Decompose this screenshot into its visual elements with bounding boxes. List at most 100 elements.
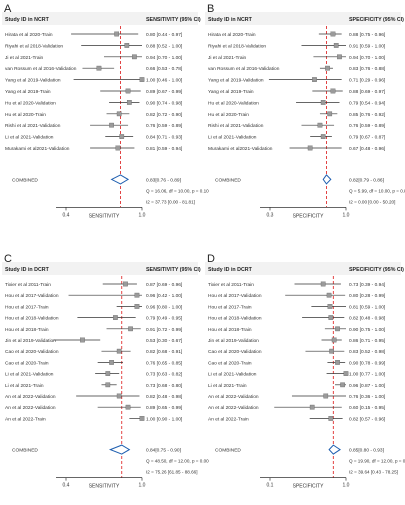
ci-value: 0.90 [0.78 - 0.99] (349, 360, 385, 366)
ci-value: 0.82 [0.72 - 0.90] (146, 112, 182, 118)
study-row: Tixier et al 2011-Train 0.87 [0.69 - 0.96… (5, 281, 182, 288)
x-axis-title: SPECIFICITY (293, 484, 325, 490)
point-estimate-square (126, 100, 132, 105)
point-estimate-square (114, 31, 120, 37)
combined-label: COMBINED (215, 448, 241, 454)
study-label: Riyahi et al 2018-Validation (5, 43, 63, 49)
point-estimate-square (116, 348, 122, 354)
ci-value: 0.94 [0.70 - 1.00] (146, 55, 182, 61)
point-estimate-square (325, 65, 330, 71)
study-label: Hou et al 2017-Train (5, 304, 49, 310)
ci-value: 0.91 [0.59 - 1.00] (349, 43, 385, 49)
point-estimate-square (132, 54, 137, 60)
point-estimate-square (116, 393, 122, 399)
ci-value: 0.67 [0.48 - 0.96] (349, 146, 385, 152)
metric-column-header: SENSITIVITY (95% CI) (146, 267, 201, 273)
study-label: Cao et al 2020-Validation (208, 349, 262, 355)
x-axis-title: SPECIFICITY (293, 213, 325, 219)
point-estimate-square (337, 54, 342, 60)
study-label: Hou et al 2017-Validation (208, 293, 262, 299)
point-estimate-square (116, 111, 122, 117)
study-label: Jin et al 2019-Validation (5, 338, 56, 344)
panel-letter: B (207, 3, 214, 15)
study-row: Li et al 2021-Validation 1.00 [0.77 - 1.0… (208, 371, 385, 378)
ci-value: 0.90 [0.74 - 0.98] (146, 100, 182, 106)
metric-column-header: SPECIFICITY (95% CI) (349, 17, 404, 23)
point-estimate-square (119, 134, 125, 139)
ci-value: 0.88 [0.75 - 0.96] (349, 32, 385, 38)
ci-value: 0.91 [0.72 - 0.99] (146, 327, 182, 333)
point-estimate-square (331, 337, 337, 343)
study-row: Li et al 2021-Validation 0.79 [0.67 - 0.8… (208, 134, 385, 141)
study-label: An et al 2022-Validation (5, 394, 56, 400)
study-label: An et al 2022-Train (5, 416, 46, 422)
study-row: Rishi et al 2021-Validation 0.76 [0.59 - … (208, 122, 385, 129)
ci-value: 0.73 [0.63 - 0.82] (146, 372, 182, 378)
point-estimate-square (309, 404, 315, 410)
study-row: An et al 2022-Validation 0.60 [0.15 - 0.9… (208, 404, 385, 411)
combined-ci-value: 0.82[0.79 - 0.86] (349, 177, 384, 183)
ci-value: 0.96 [0.42 - 1.00] (146, 293, 182, 299)
ci-value: 0.82 [0.57 - 0.96] (349, 416, 385, 422)
heterogeneity-stat: I2 = 0.00 [0.00 - 50.20] (349, 199, 395, 204)
study-label: Hou et al 2017-Train (208, 304, 252, 310)
study-label: An et al 2022-Validation (208, 405, 259, 411)
x-axis-title: SENSITIVITY (89, 484, 120, 490)
ci-value: 0.73 [0.68 - 0.80] (146, 383, 182, 389)
point-estimate-square (96, 65, 102, 71)
x-tick-label: 1.0 (343, 212, 350, 218)
study-label: Cao et al 2020-Train (208, 360, 252, 366)
study-label: Rishi et al 2021-Validation (208, 123, 264, 129)
header-band (205, 262, 401, 275)
study-row: van Rossum et al 2016-Validation 0.66 [0.… (5, 65, 182, 72)
study-row: Hou et al 2017-Train 0.81 [0.59 - 1.00] (208, 304, 385, 310)
study-label: Yang et al 2019-Train (5, 89, 51, 95)
study-row: Riyahi et al 2018-Validation 0.88 [0.52 -… (5, 43, 182, 49)
x-tick-label: 1.0 (139, 483, 146, 489)
study-row: Hou et al 2017-Validation 0.80 [0.28 - 0.… (208, 292, 385, 299)
point-estimate-square (124, 43, 130, 48)
ci-value: 1.00 [0.90 - 1.00] (146, 416, 182, 422)
heterogeneity-stat: Q = 16.06, df = 10.00, p = 0.10 (146, 188, 209, 193)
study-row: Hu et al 2020-Train 0.82 [0.72 - 0.90] (5, 111, 182, 118)
study-row: Li et al 2021-Validation 0.73 [0.63 - 0.8… (5, 371, 182, 378)
point-estimate-square (329, 348, 334, 354)
point-estimate-square (327, 304, 333, 309)
point-estimate-square (139, 416, 145, 421)
point-estimate-square (134, 304, 140, 309)
point-estimate-square (323, 393, 329, 399)
study-row: Hou et al 2018-Validation 0.82 [0.48 - 0.… (208, 315, 385, 322)
point-estimate-square (115, 145, 121, 151)
point-estimate-square (327, 111, 333, 117)
ci-value: 0.86 [0.71 - 0.95] (349, 338, 385, 344)
ci-value: 0.82 [0.68 - 0.91] (146, 349, 182, 355)
point-estimate-square (335, 326, 340, 332)
study-label: Yang et al 2019-Train (208, 89, 254, 95)
ci-value: 0.66 [0.53 - 0.78] (146, 66, 182, 72)
study-label: Hirata et al 2020-Train (5, 32, 53, 38)
point-estimate-square (128, 326, 133, 332)
study-label: Jin et al 2019-Validation (208, 338, 259, 344)
point-estimate-square (328, 315, 334, 320)
point-estimate-square (113, 315, 118, 320)
point-estimate-square (105, 382, 111, 388)
study-row: van Rossum et al 2016-Validation 0.83 [0.… (208, 65, 385, 72)
study-row: Jin et al 2019-Validation 0.86 [0.71 - 0.… (208, 337, 385, 344)
study-row: Hu et al 2020-Validation 0.90 [0.74 - 0.9… (5, 100, 182, 106)
pooled-diamond (108, 444, 131, 455)
x-tick-label: 0.3 (267, 212, 274, 218)
study-column-header: Study ID in DCRT (5, 267, 50, 273)
study-row: Yang et al 2019-Train 0.88 [0.69 - 0.97] (208, 88, 385, 95)
ci-value: 0.87 [0.69 - 0.96] (146, 282, 182, 288)
ci-value: 0.81 [0.59 - 1.00] (349, 304, 385, 310)
study-column-header: Study ID in NCRT (5, 17, 50, 23)
point-estimate-square (317, 122, 323, 128)
point-estimate-square (123, 281, 128, 287)
study-row: Yang et al 2019-Validation 0.71 [0.29 - 0… (208, 77, 385, 84)
study-row: Li et al 2021-Train 0.96 [0.87 - 1.00] (208, 382, 385, 389)
heterogeneity-stat: Q = 19.90, df = 12.00, p = 0.07 (349, 459, 405, 464)
combined-label: COMBINED (12, 448, 38, 454)
panel-c: C Study ID in DCRT SENSITIVITY (95% CI) Tix… (2, 253, 209, 490)
